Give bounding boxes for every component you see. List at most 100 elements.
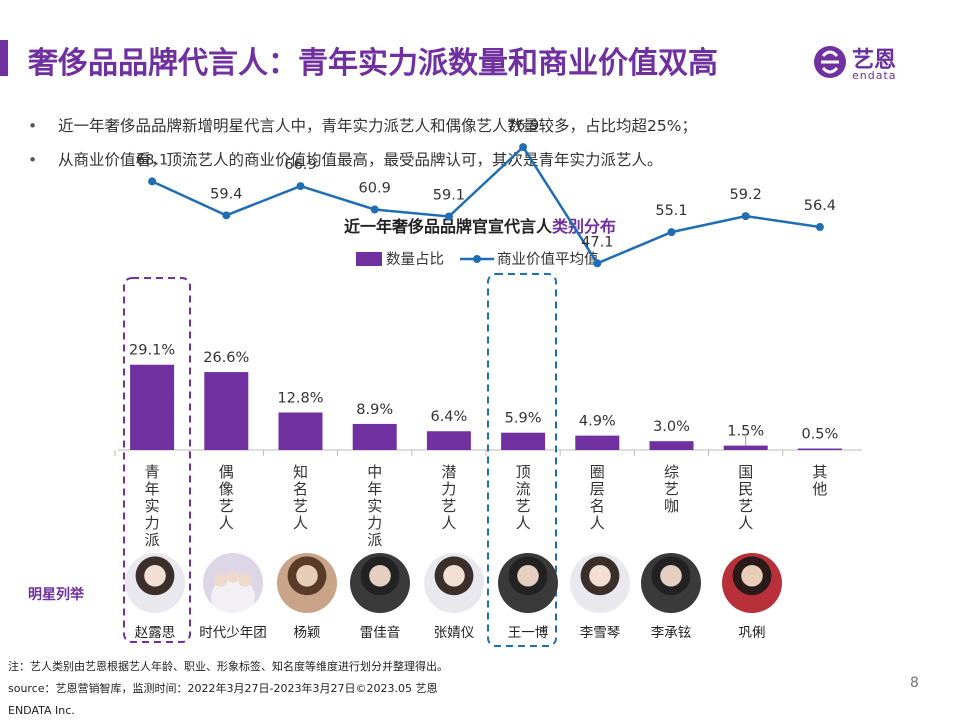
bar-2: [278, 412, 323, 450]
bar-label-1: 26.6%: [203, 350, 249, 366]
category-label-2-char-2: 艺: [293, 497, 308, 515]
category-label-8-char-1: 民: [738, 480, 753, 498]
bar-9: [797, 448, 842, 451]
line-point-7: [667, 228, 676, 237]
category-label-4-char-2: 艺: [441, 497, 456, 515]
line-label-8: 59.2: [730, 187, 762, 203]
star-photo-avatar: [498, 553, 558, 613]
category-label-4-char-1: 力: [441, 480, 456, 498]
category-label-9-char-1: 他: [812, 480, 827, 498]
bar-label-5: 5.9%: [505, 411, 542, 427]
line-label-3: 60.9: [359, 180, 391, 196]
star-photo-avatar: [641, 553, 701, 613]
legend-marker-line: [473, 255, 481, 263]
bar-1: [204, 372, 249, 450]
category-label-6-char-0: 圈: [590, 463, 605, 481]
category-label-5-char-0: 顶: [516, 463, 531, 481]
line-label-0: 68.1: [136, 152, 168, 168]
bar-8: [723, 445, 768, 450]
star-examples-label: 明星列举: [28, 587, 84, 603]
star-name: 张婧仪: [433, 625, 475, 641]
line-point-4: [444, 212, 453, 221]
legend-label-bar: 数量占比: [386, 251, 444, 268]
footer-company: ENDATA Inc.: [8, 704, 75, 717]
line-point-9: [815, 223, 824, 232]
bar-5: [501, 432, 546, 450]
category-label-0-char-2: 实: [145, 497, 160, 515]
star-name: 巩俐: [738, 625, 766, 641]
endata-logo-icon: [814, 46, 846, 78]
category-label-1-char-2: 艺: [219, 497, 234, 515]
chart-title-main: 近一年奢侈品品牌官宣代言人: [343, 217, 552, 236]
category-label-8-char-0: 国: [738, 463, 753, 481]
bullet-text: 从商业价值看，顶流艺人的商业价值均值最高，最受品牌认可，其次是青年实力派艺人。: [58, 151, 663, 169]
bar-6: [575, 435, 620, 450]
legend-swatch-bar: [356, 252, 382, 266]
star-name: 时代少年团: [199, 625, 267, 641]
line-label-1: 59.4: [210, 186, 242, 202]
bar-0: [130, 364, 175, 450]
endata-logo: 艺恩 endata: [812, 42, 932, 86]
category-label-7-char-1: 艺: [664, 480, 679, 498]
star-name: 王一博: [507, 625, 549, 641]
chart-title-highlight: 类别分布: [552, 217, 617, 236]
category-label-4-char-3: 人: [441, 514, 456, 532]
category-label-2-char-1: 名: [293, 480, 308, 498]
category-label-3-char-3: 力: [367, 514, 382, 532]
bar-label-7: 3.0%: [653, 419, 690, 435]
category-label-5-char-2: 艺: [516, 497, 531, 515]
bar-label-6: 4.9%: [579, 414, 616, 430]
footer-note: 注：艺人类别由艺恩根据艺人年龄、职业、形象标签、知名度等维度进行划分并整理得出。: [8, 660, 448, 673]
bar-label-8: 1.5%: [727, 424, 764, 440]
category-label-0-char-3: 力: [145, 514, 160, 532]
star-photo-avatar: [203, 553, 263, 613]
star-photo-avatar: [424, 553, 484, 613]
bar-label-0: 29.1%: [129, 343, 175, 359]
line-point-0: [148, 177, 157, 186]
line-point-1: [222, 211, 231, 220]
logo-text-en: endata: [852, 69, 897, 82]
category-label-7-char-0: 综: [664, 463, 679, 481]
bullet-dot-icon: •: [28, 117, 38, 135]
line-label-4: 59.1: [433, 188, 465, 204]
legend-label-line: 商业价值平均值: [497, 251, 599, 268]
bar-7: [649, 441, 694, 450]
chart-title: 近一年奢侈品品牌官宣代言人类别分布: [0, 213, 960, 237]
line-point-3: [370, 205, 379, 214]
category-label-6-char-2: 名: [590, 497, 605, 515]
category-label-1-char-3: 人: [219, 514, 234, 532]
star-photo-avatar: [125, 553, 185, 613]
category-label-6-char-1: 层: [590, 480, 605, 498]
title-accent-bar: [0, 40, 8, 76]
category-label-8-char-3: 人: [738, 514, 753, 532]
line-label-2: 66.9: [284, 157, 316, 173]
category-label-8-char-2: 艺: [738, 497, 753, 515]
category-label-3-char-1: 年: [367, 480, 382, 498]
star-name: 杨颖: [293, 625, 321, 641]
star-photo-avatar: [277, 553, 337, 613]
line-point-6: [593, 259, 602, 268]
category-label-0-char-4: 派: [145, 531, 160, 549]
bar-label-9: 0.5%: [801, 427, 838, 443]
star-name: 李承铉: [650, 625, 692, 641]
bar-3: [352, 423, 397, 450]
star-photo-avatar: [350, 553, 410, 613]
logo-text-cn: 艺恩: [852, 48, 897, 73]
line-point-8: [741, 212, 750, 221]
highlight-box-青年实力派: [123, 277, 191, 643]
category-label-3-char-2: 实: [367, 497, 382, 515]
category-label-0-char-1: 年: [145, 480, 160, 498]
line-point-5: [519, 143, 528, 152]
bar-label-3: 8.9%: [356, 402, 393, 418]
star-photo-avatar: [570, 553, 630, 613]
page-title: 奢侈品品牌代言人：青年实力派数量和商业价值双高: [28, 46, 718, 81]
category-label-4-char-0: 潜: [441, 463, 456, 481]
star-name: 赵露思: [134, 625, 176, 641]
star-photo-avatar: [722, 553, 782, 613]
page-number: 8: [910, 675, 919, 691]
category-label-6-char-3: 人: [590, 514, 605, 532]
line-label-9: 56.4: [804, 198, 836, 214]
category-label-5-char-3: 人: [516, 514, 531, 532]
line-point-2: [296, 182, 305, 191]
